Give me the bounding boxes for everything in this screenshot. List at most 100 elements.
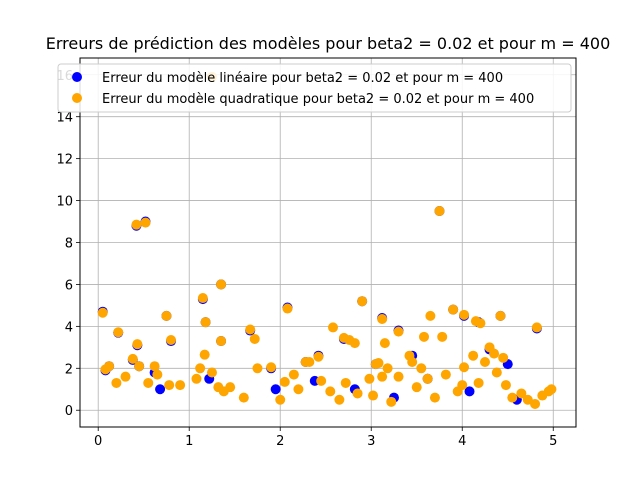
quadratic-error-point — [143, 377, 154, 388]
axis-ticks: 0123450246810121416 — [56, 69, 557, 449]
y-tick-label: 10 — [56, 195, 73, 210]
y-tick-label: 8 — [65, 237, 73, 252]
quadratic-error-point — [393, 371, 404, 382]
quadratic-error-point — [175, 380, 186, 391]
quadratic-error-point — [140, 217, 151, 228]
quadratic-error-point — [379, 338, 390, 349]
quadratic-error-point — [459, 362, 470, 373]
quadratic-error-point — [334, 394, 345, 405]
legend-label-linear: Erreur du modèle linéaire pour beta2 = 0… — [102, 71, 503, 86]
y-tick-label: 2 — [65, 362, 73, 377]
linear-error-point — [270, 384, 281, 395]
x-tick-label: 5 — [549, 434, 557, 449]
quadratic-error-point — [113, 327, 124, 338]
quadratic-error-point — [407, 357, 418, 368]
quadratic-error-point — [516, 388, 527, 399]
quadratic-error-point — [316, 375, 327, 386]
quadratic-error-point — [195, 363, 206, 374]
quadratic-error-point — [328, 322, 339, 333]
quadratic-error-point — [340, 377, 351, 388]
quadratic-error-point — [437, 331, 448, 342]
quadratic-error-point — [282, 303, 293, 314]
quadratic-error-point — [104, 361, 115, 372]
quadratic-error-point — [368, 390, 379, 401]
quadratic-error-point — [498, 352, 509, 363]
y-tick-label: 4 — [65, 320, 73, 335]
quadratic-error-point — [440, 369, 451, 380]
quadratic-error-point — [111, 377, 122, 388]
quadratic-error-point — [313, 351, 324, 362]
quadratic-error-point — [304, 357, 315, 368]
quadratic-error-point — [489, 348, 500, 359]
quadratic-error-point — [495, 310, 506, 321]
quadratic-error-point — [377, 314, 388, 325]
quadratic-error-point — [200, 317, 211, 328]
linear-error-point — [464, 386, 475, 397]
quadratic-error-point — [238, 392, 249, 403]
y-tick-label: 0 — [65, 404, 73, 419]
quadratic-error-point — [161, 310, 172, 321]
quadratic-error-point — [120, 371, 131, 382]
quadratic-error-point — [546, 384, 557, 395]
y-tick-label: 6 — [65, 278, 73, 293]
quadratic-error-point — [522, 394, 533, 405]
quadratic-error-point — [468, 350, 479, 361]
quadratic-error-point — [288, 369, 299, 380]
quadratic-error-point — [373, 358, 384, 369]
quadratic-error-point — [393, 326, 404, 337]
quadratic-error-point — [475, 318, 486, 329]
quadratic-error-point — [249, 333, 260, 344]
quadratic-error-point — [132, 339, 143, 350]
quadratic-error-point — [491, 367, 502, 378]
legend: Erreur du modèle linéaire pour beta2 = 0… — [57, 63, 572, 113]
quadratic-error-point — [325, 386, 336, 397]
quadratic-error-point — [459, 309, 470, 320]
quadratic-error-point — [507, 392, 518, 403]
series-quadratic — [97, 71, 557, 409]
data-points — [97, 71, 557, 409]
y-tick-label: 14 — [56, 111, 73, 126]
quadratic-error-point — [531, 322, 542, 333]
quadratic-error-point — [419, 331, 430, 342]
quadratic-error-point — [377, 371, 388, 382]
x-tick-label: 4 — [458, 434, 466, 449]
x-tick-label: 0 — [94, 434, 102, 449]
quadratic-error-point — [349, 338, 360, 349]
quadratic-error-point — [216, 279, 227, 290]
legend-marker-quadratic — [72, 93, 82, 103]
quadratic-error-point — [127, 353, 138, 364]
quadratic-error-point — [382, 363, 393, 374]
quadratic-error-point — [199, 349, 210, 360]
quadratic-error-point — [357, 296, 368, 307]
quadratic-error-point — [293, 384, 304, 395]
quadratic-error-point — [448, 304, 459, 315]
grid — [80, 58, 576, 427]
quadratic-error-point — [500, 380, 511, 391]
quadratic-error-point — [425, 310, 436, 321]
x-tick-label: 1 — [185, 434, 193, 449]
quadratic-error-point — [416, 363, 427, 374]
legend-label-quadratic: Erreur du modèle quadratique pour beta2 … — [102, 92, 534, 107]
quadratic-error-point — [191, 373, 202, 384]
quadratic-error-point — [164, 380, 175, 391]
quadratic-error-point — [266, 362, 277, 373]
quadratic-error-point — [152, 369, 163, 380]
quadratic-error-point — [479, 357, 490, 368]
quadratic-error-point — [386, 396, 397, 407]
quadratic-error-point — [206, 367, 217, 378]
chart-title: Erreurs de prédiction des modèles pour b… — [46, 34, 611, 53]
quadratic-error-point — [97, 307, 108, 318]
quadratic-error-point — [429, 392, 440, 403]
quadratic-error-point — [364, 373, 375, 384]
quadratic-error-point — [530, 398, 541, 409]
quadratic-error-point — [411, 382, 422, 393]
quadratic-error-point — [166, 334, 177, 345]
quadratic-error-point — [422, 373, 433, 384]
quadratic-error-point — [131, 219, 142, 230]
quadratic-error-point — [252, 363, 263, 374]
quadratic-error-point — [352, 388, 363, 399]
quadratic-error-point — [225, 382, 236, 393]
quadratic-error-point — [473, 377, 484, 388]
quadratic-error-point — [149, 361, 160, 372]
